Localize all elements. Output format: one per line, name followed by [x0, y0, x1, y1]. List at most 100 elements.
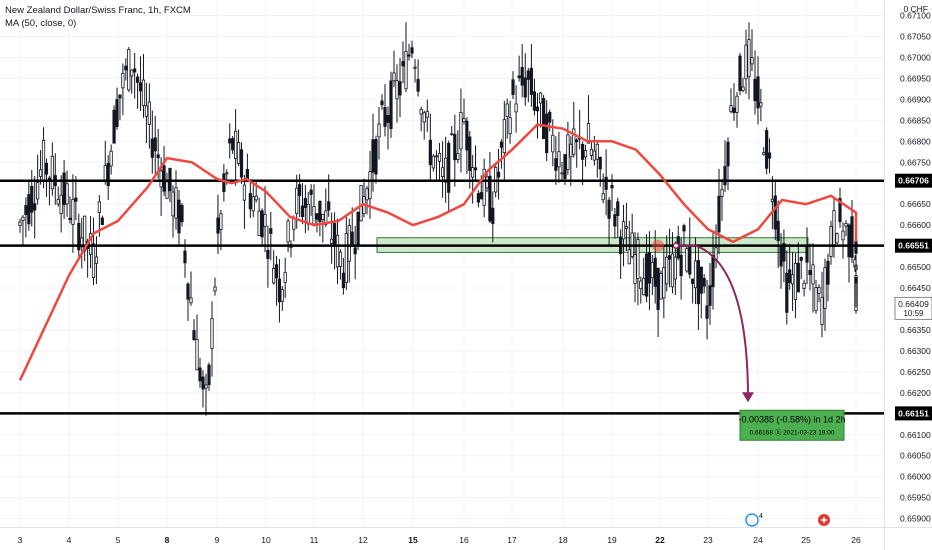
candle-body — [659, 273, 663, 300]
moving-average-line[interactable] — [18, 123, 858, 381]
candle-body — [431, 155, 436, 169]
projection-label-box[interactable] — [739, 409, 845, 441]
candle-body — [347, 225, 351, 262]
price-tag-resistance[interactable] — [895, 173, 932, 188]
candle-body — [720, 189, 724, 197]
indicator-label[interactable]: MA (50, close, 0) — [5, 18, 77, 29]
candle-body — [820, 296, 824, 326]
symbol-title[interactable]: New Zealand Dollar/Swiss Franc, 1h, FXCM — [5, 5, 191, 16]
candle-body — [248, 193, 252, 210]
retest-marker[interactable] — [652, 239, 664, 252]
candle-body — [38, 169, 43, 177]
candle-body — [109, 150, 113, 167]
candle-body — [147, 101, 151, 125]
price-axis-tick: 0.66300 — [900, 346, 931, 356]
candle-body — [41, 139, 46, 182]
candle-body — [569, 143, 573, 158]
candle-body — [782, 243, 786, 262]
candle-body — [383, 106, 387, 127]
candle-body — [303, 197, 307, 209]
candle-body — [201, 376, 205, 390]
candle-body — [186, 283, 190, 300]
candle-body — [398, 81, 402, 96]
candle-body — [753, 78, 757, 102]
candle-body — [699, 266, 703, 294]
candle-body — [135, 76, 140, 83]
price-tag-text: 0.66706 — [898, 176, 929, 186]
candle-body — [607, 199, 611, 219]
candle-body — [71, 199, 75, 225]
candle-body — [738, 55, 742, 91]
candle-body — [309, 189, 313, 195]
price-axis-tick: 0.65950 — [900, 493, 931, 503]
candle-body — [234, 130, 238, 160]
candle-body — [350, 231, 354, 245]
price-tag-text: 0.66151 — [898, 408, 929, 418]
candle-body — [88, 233, 93, 255]
candle-body — [741, 86, 745, 92]
price-axis-tick: 0.66950 — [900, 73, 931, 83]
candle-body — [180, 204, 184, 223]
candle-body — [127, 49, 131, 91]
candle-body — [330, 238, 334, 244]
candle-body — [729, 105, 733, 112]
candle-body — [814, 287, 818, 312]
price-axis-tick: 0.66500 — [900, 262, 931, 272]
candle-body — [277, 278, 282, 303]
candle-body — [410, 47, 414, 54]
candle-body — [33, 203, 37, 211]
candle-body — [210, 318, 214, 349]
candle-body — [236, 142, 241, 164]
candle-body — [854, 276, 858, 284]
candle-body — [750, 57, 754, 65]
candle-body — [183, 250, 187, 264]
candle-body — [189, 297, 193, 304]
candle-body — [670, 253, 675, 288]
projection-date-text: 0.66168 ⓑ 2021-03-23 19:00 — [750, 428, 835, 436]
candle-body — [473, 167, 478, 171]
candle-body — [598, 156, 602, 170]
candle-body — [318, 200, 322, 223]
candle-body — [662, 267, 666, 299]
candle-body — [762, 152, 766, 155]
price-tag-pivot[interactable] — [895, 238, 932, 253]
candle-body — [817, 287, 821, 294]
candle-body — [854, 240, 858, 254]
candle-body — [572, 128, 576, 155]
candle-body — [59, 194, 63, 214]
candle-body — [844, 222, 848, 227]
candle-body — [100, 217, 104, 225]
projection-arrowhead — [742, 392, 754, 403]
candle-body — [257, 210, 261, 237]
projection-arrow[interactable] — [676, 244, 749, 399]
candle-body — [459, 111, 463, 150]
ideas-badge-icon[interactable] — [745, 513, 759, 527]
candle-body — [269, 228, 273, 234]
price-tag-support[interactable] — [895, 406, 932, 421]
candle-body — [673, 256, 677, 280]
candle-body — [312, 206, 316, 225]
candle-body — [62, 172, 66, 205]
candle-body — [283, 271, 287, 283]
current-price-tag[interactable] — [894, 296, 932, 320]
candle-body — [744, 44, 748, 80]
candle-body — [300, 205, 305, 218]
currency-label: 0 CHF — [903, 4, 928, 14]
candle-body — [756, 76, 760, 109]
candle-body — [838, 198, 842, 223]
candle-body — [27, 194, 31, 225]
candle-body — [702, 277, 706, 287]
time-axis-tick: 9 — [215, 535, 220, 545]
candle-body — [260, 210, 264, 238]
candle-body — [286, 220, 290, 243]
candle-body — [642, 277, 646, 296]
candle-body — [835, 233, 839, 244]
time-axis-tick: 24 — [753, 535, 763, 545]
candle-body — [395, 80, 399, 100]
candle-body — [592, 150, 596, 161]
candle-body — [335, 235, 340, 268]
candle-body — [767, 152, 772, 159]
candle-body — [141, 79, 146, 107]
